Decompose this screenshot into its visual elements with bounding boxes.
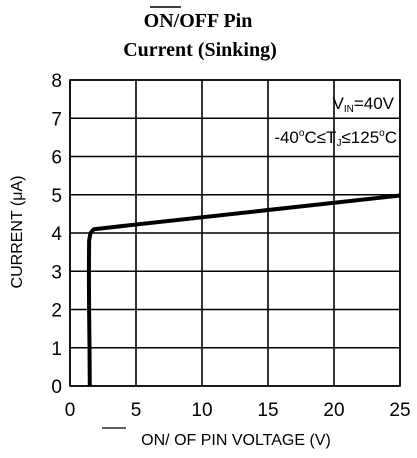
chart-title-line1: ON/OFF Pin bbox=[144, 10, 253, 32]
x-axis-label: ON/ OF PIN VOLTAGE (V) bbox=[141, 432, 331, 449]
x-tick-label: 5 bbox=[131, 400, 142, 421]
y-axis-label: CURRENT (μA) bbox=[9, 176, 26, 289]
y-tick-label: 7 bbox=[51, 109, 62, 130]
y-tick-labels: 0 1 2 3 4 5 6 7 8 bbox=[51, 71, 62, 398]
x-tick-label: 10 bbox=[191, 400, 212, 421]
title-overlined-text: ON bbox=[144, 10, 175, 32]
x-tick-label: 0 bbox=[65, 400, 76, 421]
title-rest-text: /OFF Pin bbox=[173, 10, 253, 32]
annotation-vin: VIN=40V bbox=[332, 94, 394, 115]
y-tick-label: 2 bbox=[51, 301, 62, 322]
y-tick-label: 4 bbox=[51, 224, 62, 245]
grid bbox=[69, 79, 401, 387]
series-group bbox=[86, 193, 401, 387]
plot-frame bbox=[69, 79, 401, 387]
y-tick-label: 8 bbox=[51, 71, 62, 92]
y-tick-label: 6 bbox=[51, 148, 62, 169]
y-tick-label: 5 bbox=[51, 186, 62, 207]
y-tick-label: 0 bbox=[51, 377, 62, 398]
x-tick-labels: 0 5 10 15 20 25 bbox=[65, 400, 411, 421]
series-line bbox=[86, 193, 401, 387]
y-tick-label: 1 bbox=[51, 339, 62, 360]
x-tick-label: 15 bbox=[257, 400, 278, 421]
x-tick-label: 25 bbox=[389, 400, 410, 421]
annotation-temperature-range: -40oC≤TJ≤125oC bbox=[274, 128, 397, 149]
y-tick-label: 3 bbox=[51, 262, 62, 283]
x-tick-label: 20 bbox=[323, 400, 344, 421]
chart-title-line2: Current (Sinking) bbox=[123, 39, 277, 61]
